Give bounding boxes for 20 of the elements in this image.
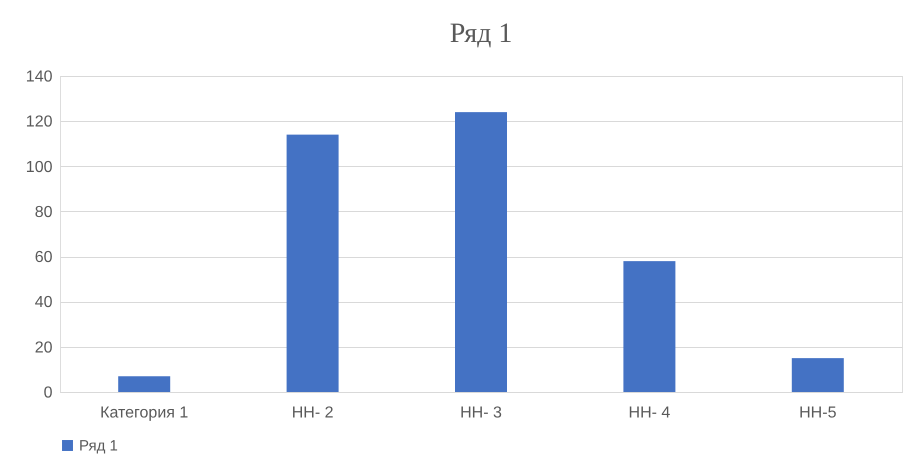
y-tick-label: 140 — [26, 68, 53, 86]
legend-label: Ряд 1 — [79, 438, 118, 454]
x-tick-label: НН-5 — [799, 404, 837, 422]
x-tick-label: НН- 4 — [628, 404, 670, 422]
y-tick-label: 100 — [26, 158, 53, 176]
y-tick-label: 80 — [34, 204, 53, 221]
x-tick-label: НН- 3 — [460, 404, 502, 422]
y-tick-label: 120 — [26, 114, 53, 131]
y-tick-label: 60 — [34, 249, 53, 266]
bar — [623, 261, 676, 392]
bar — [792, 358, 844, 392]
y-tick-label: 0 — [44, 384, 53, 402]
chart-title: Ряд 1 — [450, 18, 512, 49]
x-tick-label: НН- 2 — [292, 404, 334, 422]
bar — [455, 112, 507, 392]
x-tick-label: Категория 1 — [100, 404, 188, 422]
y-tick-label: 20 — [34, 339, 53, 356]
bar — [286, 134, 339, 392]
bar — [118, 376, 170, 392]
y-tick-label: 40 — [34, 294, 53, 312]
